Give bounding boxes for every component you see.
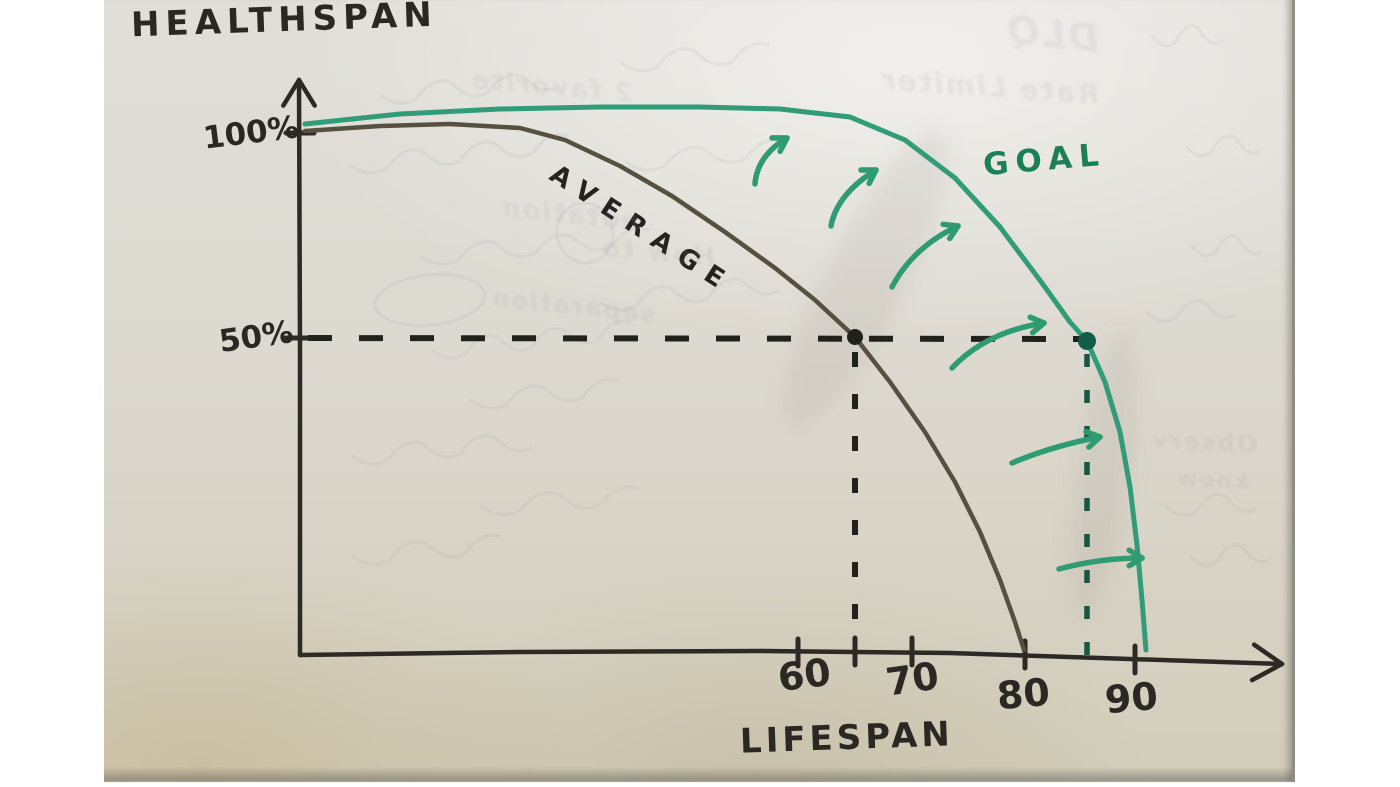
x-tick-label-70: 70 (883, 653, 942, 705)
ghost-writing: Observ (1149, 425, 1259, 459)
ghost-writing: know (1174, 466, 1250, 495)
x-axis-title: LIFESPAN (739, 714, 955, 762)
x-tick-label-80: 80 (995, 669, 1052, 719)
x-tick-label-60: 60 (775, 649, 834, 701)
marker-smudge (1056, 327, 1151, 623)
marker-smudge (755, 114, 977, 446)
x-tick-label-90: 90 (1103, 673, 1160, 723)
